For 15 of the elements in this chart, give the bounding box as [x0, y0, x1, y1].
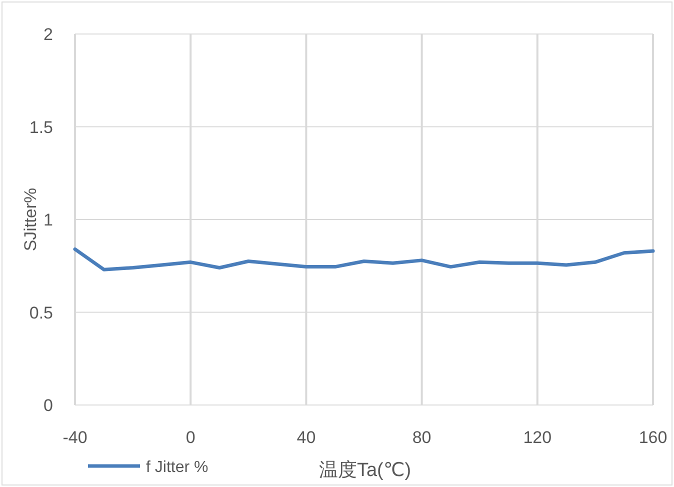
x-tick-label: -40	[62, 428, 88, 447]
x-tick-label: 160	[638, 428, 668, 447]
y-tick-label: 1	[44, 210, 53, 230]
x-axis-title: 温度Ta(℃)	[318, 459, 412, 481]
x-tick-label: 40	[296, 428, 316, 447]
legend-label: f Jitter %	[146, 459, 208, 476]
y-tick-label: 0	[44, 396, 53, 415]
y-tick-label: 2	[44, 25, 53, 44]
x-tick-label: 0	[186, 428, 196, 447]
x-tick-label: 80	[412, 428, 432, 447]
y-axis-title: SJitter%	[21, 188, 40, 252]
line-series	[73, 247, 655, 272]
x-tick-label: 120	[523, 428, 552, 447]
y-tick-label: 0.5	[29, 303, 53, 322]
y-tick-label: 1.5	[29, 118, 53, 137]
